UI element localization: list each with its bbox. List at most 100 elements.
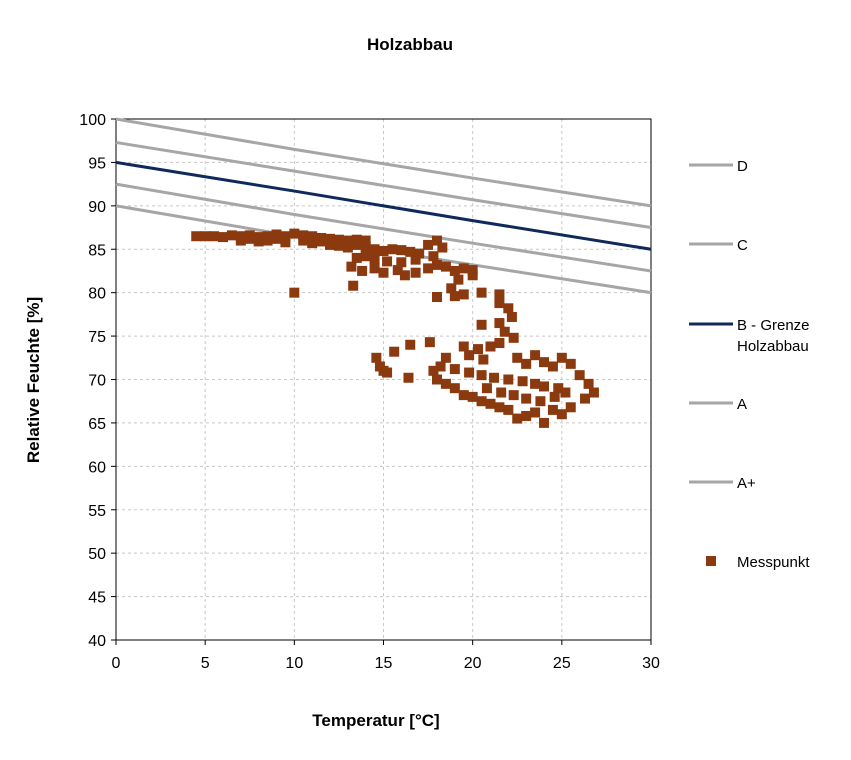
axis-ticks: 0 5 10 15 20 25 30 40 45 50 55 60 65 70 75 80 85 90 95 100 [79, 112, 660, 672]
data-point [414, 248, 425, 259]
y-tick-label: 55 [88, 503, 106, 520]
data-point [298, 230, 309, 241]
data-point [289, 228, 300, 239]
series-line-3 [115, 182, 652, 273]
y-tick-label: 45 [88, 590, 106, 607]
data-point [437, 242, 448, 253]
data-point [449, 364, 460, 375]
data-point [396, 257, 407, 268]
data-point [508, 332, 519, 343]
series-line-1 [115, 140, 652, 230]
legend-label-a: A [737, 396, 747, 413]
data-point [549, 391, 560, 402]
data-point [539, 357, 549, 368]
x-tick-label: 20 [464, 655, 482, 672]
data-point [423, 239, 434, 250]
data-point [517, 376, 528, 387]
data-point [574, 370, 585, 381]
data-point [449, 383, 460, 394]
data-point [494, 338, 505, 349]
data-point [565, 358, 576, 369]
data-point [280, 237, 291, 248]
data-point [553, 383, 564, 394]
data-point [218, 232, 228, 243]
data-point [348, 280, 359, 291]
data-point [478, 354, 489, 365]
data-point [226, 230, 237, 241]
data-point [244, 233, 255, 244]
data-point [403, 372, 414, 383]
data-point [357, 265, 368, 276]
x-tick-label: 15 [375, 655, 393, 672]
data-point [382, 367, 393, 378]
data-point [512, 352, 523, 363]
x-tick-label: 5 [201, 655, 210, 672]
data-point [387, 244, 398, 255]
data-point [496, 387, 507, 398]
x-tick-label: 10 [285, 655, 303, 672]
data-point [378, 267, 389, 278]
data-point [499, 326, 510, 337]
data-point [494, 298, 505, 309]
data-point [253, 236, 264, 247]
data-point [521, 393, 532, 404]
data-point [280, 231, 291, 242]
y-tick-label: 90 [88, 199, 106, 216]
data-point [476, 287, 487, 298]
data-point [547, 361, 558, 372]
data-point [467, 265, 478, 276]
data-point [440, 378, 451, 389]
data-point [503, 374, 514, 385]
data-point [580, 393, 591, 404]
data-point [410, 267, 421, 278]
data-point [508, 390, 519, 401]
data-point [489, 372, 500, 383]
data-point [316, 236, 327, 247]
guideline-series [115, 117, 652, 295]
data-point [369, 244, 380, 255]
data-point [494, 402, 505, 413]
data-point [521, 358, 532, 369]
data-point [506, 311, 517, 322]
data-point [342, 242, 353, 253]
data-point [440, 261, 451, 272]
y-tick-label: 100 [79, 112, 106, 129]
data-point [389, 346, 400, 357]
data-point [530, 407, 541, 418]
data-point [503, 303, 514, 314]
data-point [476, 396, 487, 407]
y-tick-label: 80 [88, 286, 106, 303]
data-point [346, 261, 357, 272]
data-point [556, 409, 567, 420]
data-point [191, 231, 202, 242]
data-point [428, 365, 439, 376]
data-point [446, 283, 457, 294]
data-point [428, 251, 439, 262]
data-point [405, 339, 416, 350]
measurement-points [191, 228, 599, 428]
data-point [449, 291, 460, 302]
y-tick-label: 60 [88, 459, 106, 476]
series-line-2 [115, 160, 652, 251]
data-point [289, 287, 300, 298]
data-point [539, 381, 549, 392]
data-point [565, 402, 576, 413]
data-point [494, 318, 505, 329]
y-axis-label: Relative Feuchte [%] [24, 297, 43, 463]
data-point [371, 352, 382, 363]
data-point [435, 361, 446, 372]
data-point [467, 391, 478, 402]
data-point [262, 235, 273, 246]
chart-title: Holzabbau [367, 35, 453, 54]
data-point [556, 352, 567, 363]
data-point [235, 235, 246, 246]
legend-label-b-line1: B - Grenze [737, 317, 810, 334]
data-point [588, 387, 599, 398]
data-point [583, 378, 594, 389]
data-point [405, 246, 416, 257]
y-tick-label: 70 [88, 373, 106, 390]
data-point [360, 235, 371, 246]
data-point [307, 238, 318, 249]
y-tick-label: 85 [88, 242, 106, 259]
data-point [392, 265, 403, 276]
